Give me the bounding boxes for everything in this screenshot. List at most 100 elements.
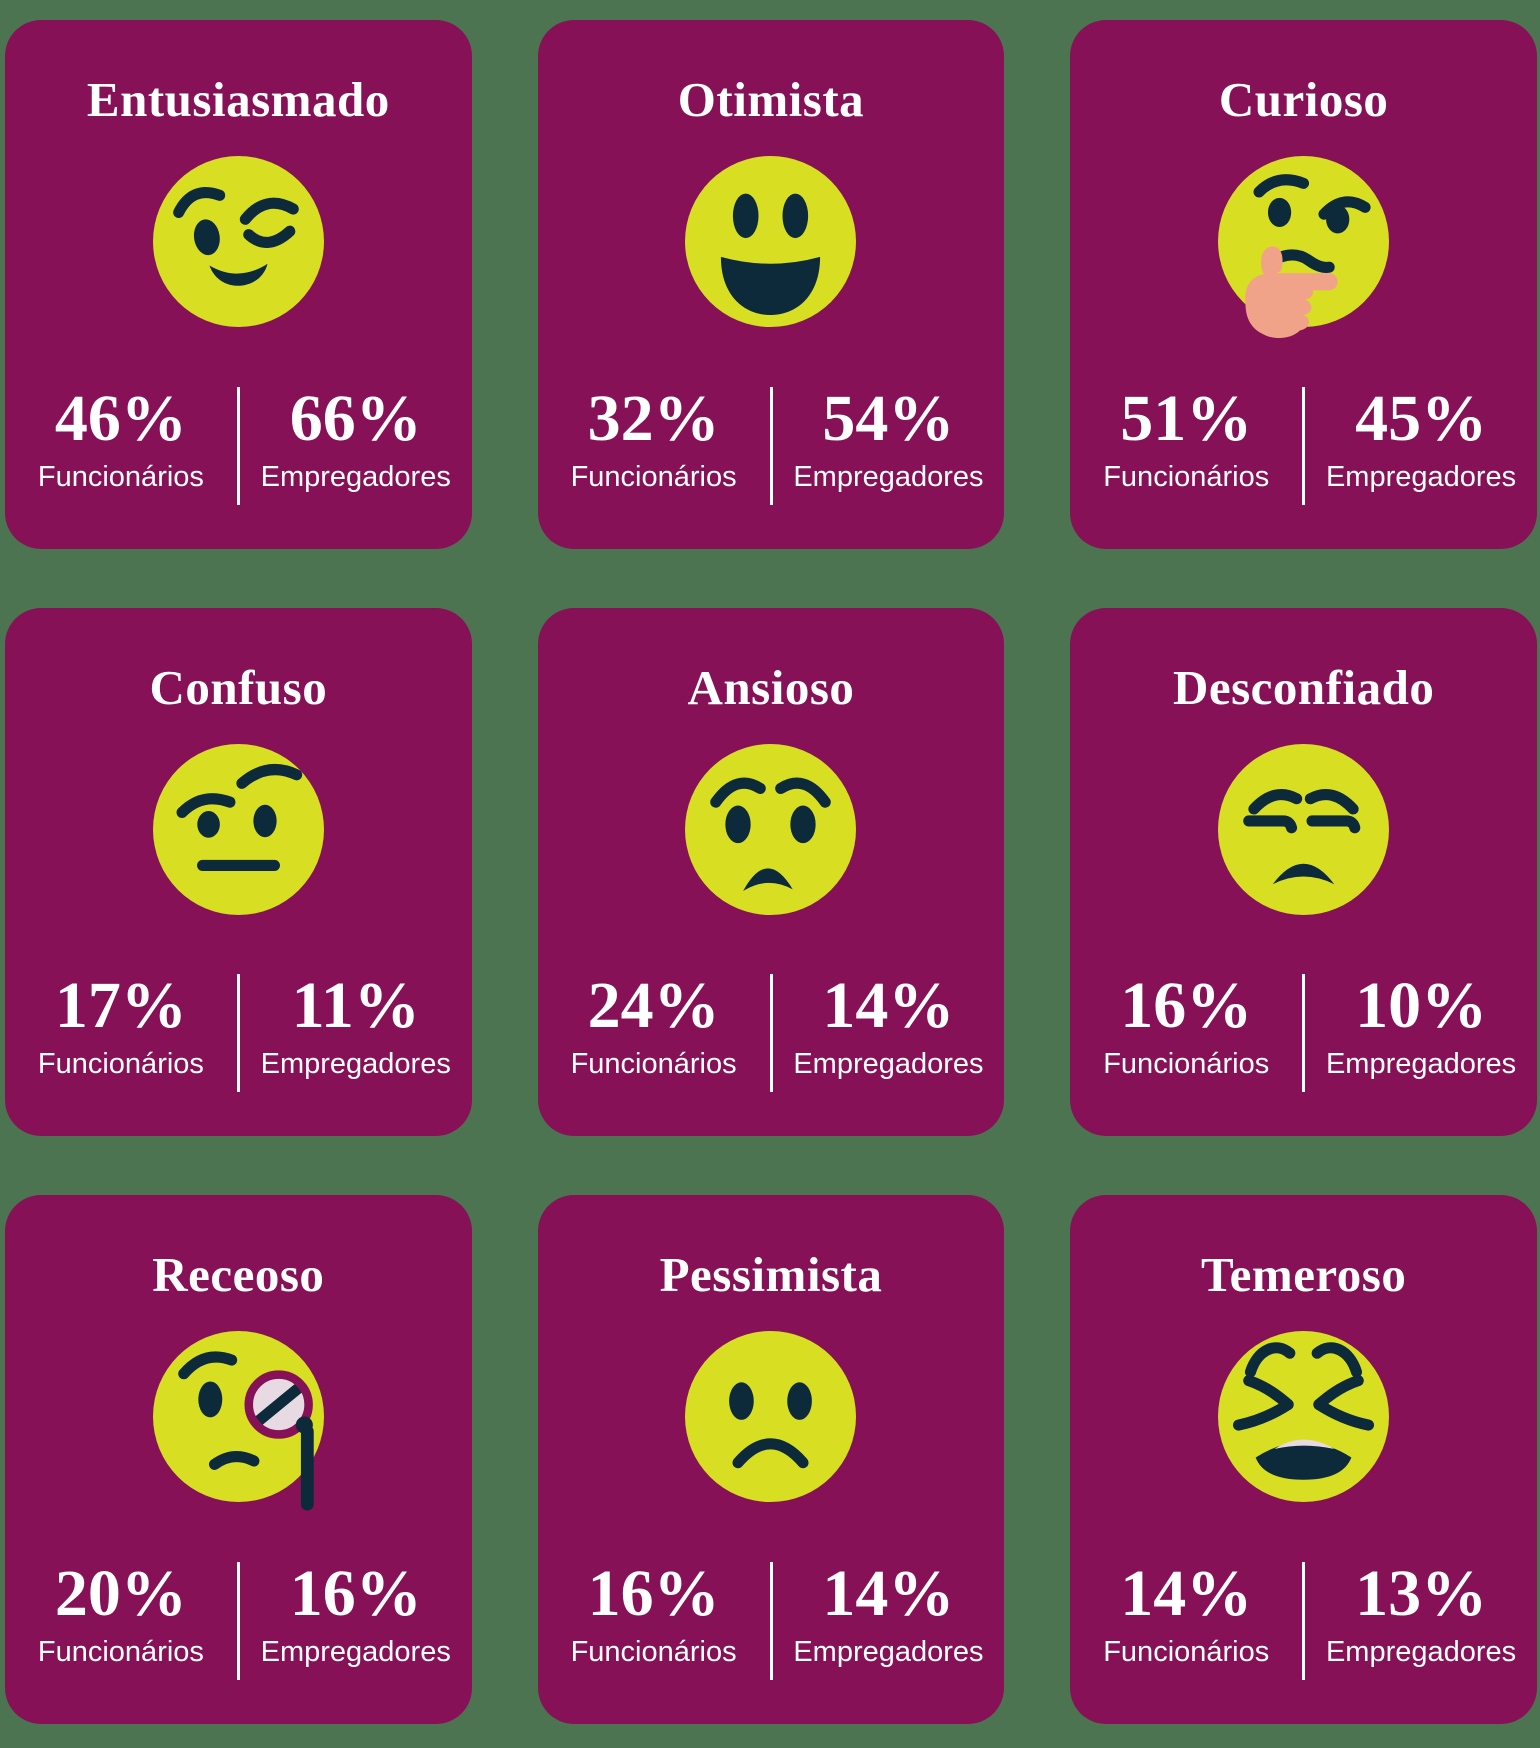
employers-stat: 45% Empregadores	[1305, 381, 1537, 505]
employees-percentage: 16%	[1120, 969, 1253, 1043]
tired-face-icon	[1070, 1331, 1537, 1503]
unamused-face-icon	[1070, 743, 1537, 915]
card-entusiasmado: Entusiasmado 46% Funcionários 66% Empreg…	[5, 20, 472, 549]
card-title: Confuso	[149, 659, 328, 715]
card-otimista: Otimista 32% Funcionários 54% Empregador…	[537, 20, 1005, 549]
employees-stat: 16% Funcionários	[538, 1557, 770, 1680]
card-desconfiado: Desconfiado 16% Funcionários 10% Emprega…	[1070, 607, 1537, 1137]
stats-row: 16% Funcionários 14% Empregadores	[538, 1557, 1005, 1680]
stats-row: 51% Funcionários 45% Empregadores	[1070, 381, 1537, 505]
employers-label: Empregadores	[793, 460, 984, 493]
employees-percentage: 17%	[54, 969, 187, 1043]
monocle-face-icon	[5, 1331, 472, 1511]
employers-percentage: 10%	[1355, 969, 1488, 1043]
employees-stat: 20% Funcionários	[5, 1557, 237, 1680]
employees-label: Funcionários	[37, 1636, 204, 1668]
employees-percentage: 14%	[1120, 1557, 1253, 1630]
stat-divider	[769, 386, 773, 505]
employers-percentage: 13%	[1355, 1557, 1488, 1630]
stat-divider	[1302, 974, 1306, 1093]
employees-label: Funcionários	[570, 460, 737, 493]
employers-label: Empregadores	[260, 1048, 451, 1081]
stats-row: 32% Funcionários 54% Empregadores	[538, 381, 1005, 505]
employees-stat: 46% Funcionários	[5, 381, 237, 505]
card-confuso: Confuso 17% Funcionários 11% Empregadore…	[5, 607, 472, 1137]
raised-eyebrow-face-icon	[5, 743, 472, 915]
employees-stat: 14% Funcionários	[1070, 1557, 1302, 1680]
employers-stat: 14% Empregadores	[773, 969, 1005, 1092]
employers-stat: 11% Empregadores	[240, 969, 472, 1092]
card-temeroso: Temeroso 14% Funcionários 13%	[1070, 1195, 1537, 1724]
winking-face-icon	[5, 156, 472, 327]
card-title: Otimista	[677, 72, 865, 127]
employees-label: Funcionários	[37, 1048, 204, 1081]
employers-percentage: 11%	[291, 969, 420, 1043]
employees-label: Funcionários	[37, 460, 204, 493]
employees-label: Funcionários	[1103, 1048, 1270, 1081]
employers-label: Empregadores	[1325, 1048, 1517, 1081]
employers-label: Empregadores	[1325, 460, 1517, 493]
stat-divider	[236, 974, 240, 1093]
employers-percentage: 14%	[822, 1557, 955, 1630]
employees-stat: 16% Funcionários	[1070, 969, 1302, 1092]
employees-percentage: 51%	[1120, 381, 1253, 455]
employers-percentage: 54%	[822, 381, 955, 455]
card-receoso: Receoso 20% Funcionários 16%	[5, 1195, 472, 1724]
employers-label: Empregadores	[1325, 1636, 1517, 1668]
employees-percentage: 32%	[587, 381, 720, 455]
employees-stat: 51% Funcionários	[1070, 381, 1302, 505]
employees-stat: 17% Funcionários	[5, 969, 237, 1092]
employees-stat: 32% Funcionários	[538, 381, 770, 505]
employers-stat: 16% Empregadores	[240, 1557, 472, 1680]
grinning-face-icon	[538, 156, 1005, 327]
employers-label: Empregadores	[793, 1048, 984, 1081]
employers-stat: 14% Empregadores	[773, 1557, 1005, 1680]
stats-row: 46% Funcionários 66% Empregadores	[5, 381, 472, 505]
stats-row: 14% Funcionários 13% Empregadores	[1070, 1557, 1537, 1680]
employees-percentage: 20%	[54, 1557, 187, 1630]
employees-percentage: 24%	[587, 969, 720, 1043]
stat-divider	[236, 1562, 240, 1680]
employees-percentage: 46%	[54, 381, 187, 455]
stat-divider	[1302, 386, 1306, 505]
employers-percentage: 45%	[1355, 381, 1488, 455]
frowning-face-icon	[538, 1331, 1005, 1503]
employers-stat: 66% Empregadores	[240, 381, 472, 505]
stat-divider	[769, 974, 773, 1093]
stats-row: 24% Funcionários 14% Empregadores	[538, 969, 1005, 1093]
card-title: Receoso	[152, 1247, 325, 1303]
worried-face-icon	[538, 743, 1005, 915]
employees-label: Funcionários	[570, 1636, 737, 1668]
employers-stat: 54% Empregadores	[773, 381, 1005, 505]
stat-divider	[236, 386, 240, 505]
employees-label: Funcionários	[1103, 460, 1270, 493]
card-pessimista: Pessimista 16% Funcionários 14% Empregad…	[537, 1195, 1005, 1724]
employees-percentage: 16%	[587, 1557, 720, 1630]
card-title: Ansioso	[687, 659, 855, 715]
employers-stat: 13% Empregadores	[1305, 1557, 1537, 1680]
employers-percentage: 66%	[289, 381, 422, 455]
employers-label: Empregadores	[793, 1636, 984, 1668]
employees-label: Funcionários	[1103, 1636, 1270, 1668]
card-title: Entusiasmado	[86, 72, 390, 127]
employees-stat: 24% Funcionários	[538, 969, 770, 1092]
stats-row: 16% Funcionários 10% Empregadores	[1070, 969, 1537, 1093]
employers-label: Empregadores	[260, 1636, 451, 1668]
employers-stat: 10% Empregadores	[1305, 969, 1537, 1092]
stats-row: 20% Funcionários 16% Empregadores	[5, 1557, 472, 1680]
card-title: Temeroso	[1200, 1247, 1407, 1303]
employees-label: Funcionários	[570, 1048, 737, 1081]
card-curioso: Curioso 51% Funcionários 45% E	[1070, 20, 1537, 549]
card-title: Desconfiado	[1172, 659, 1435, 715]
card-ansioso: Ansioso 24% Funcionários 14% Empregadore…	[537, 607, 1005, 1137]
employers-percentage: 16%	[289, 1557, 422, 1630]
stat-divider	[769, 1562, 773, 1680]
stat-divider	[1302, 1562, 1306, 1680]
card-title: Curioso	[1218, 72, 1389, 127]
employers-label: Empregadores	[260, 460, 451, 493]
stats-row: 17% Funcionários 11% Empregadores	[5, 969, 472, 1093]
card-title: Pessimista	[659, 1247, 883, 1303]
thinking-face-icon	[1070, 156, 1537, 339]
employers-percentage: 14%	[822, 969, 955, 1043]
